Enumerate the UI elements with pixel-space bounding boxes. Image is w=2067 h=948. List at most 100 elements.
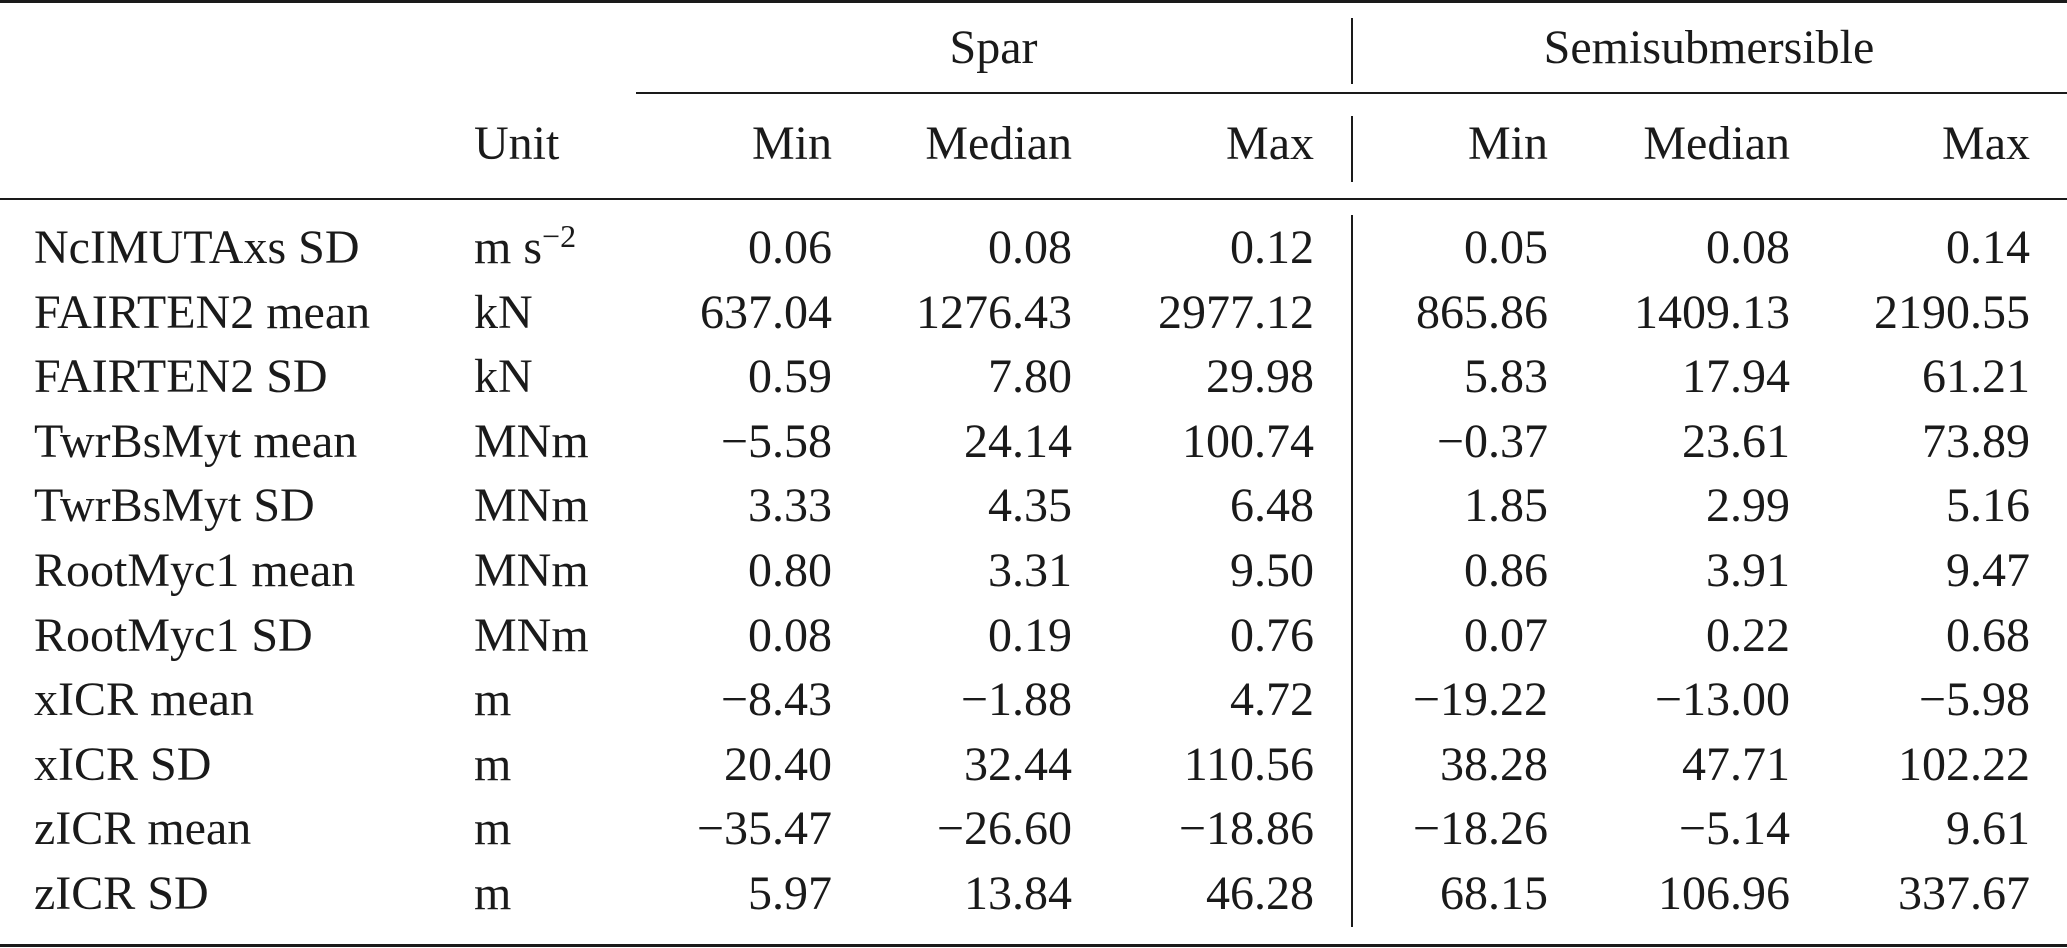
cell-spar-max: 2977.12 xyxy=(1158,286,1314,339)
cell-semisub-median: 0.22 xyxy=(1706,609,1790,662)
unit-text: MNm xyxy=(474,544,589,597)
row-unit: m xyxy=(474,799,624,859)
cell-semisub-min: −18.26 xyxy=(1412,802,1548,855)
cell-semisub-max: −5.98 xyxy=(1918,673,2030,726)
col-header-semisub-median: Median xyxy=(1643,117,1790,170)
cell-spar-median: −26.60 xyxy=(936,802,1072,855)
cell-semisub-max: 73.89 xyxy=(1922,415,2030,468)
cell-semisub-min: 68.15 xyxy=(1440,867,1548,920)
cell-semisub-min: 38.28 xyxy=(1440,738,1548,791)
unit-exponent: −2 xyxy=(542,218,577,254)
row-label: xICR mean xyxy=(34,673,254,726)
cell-spar-max: −18.86 xyxy=(1178,802,1314,855)
header-rule xyxy=(0,198,2067,200)
cell-semisub-max: 9.61 xyxy=(1946,802,2030,855)
cell-semisub-min: 5.83 xyxy=(1464,350,1548,403)
cell-spar-max: 100.74 xyxy=(1182,415,1314,468)
unit-text: m xyxy=(474,673,512,726)
col-header-spar-median: Median xyxy=(925,117,1072,170)
unit-text: kN xyxy=(474,286,533,339)
group-separator-top xyxy=(1351,18,1353,84)
row-unit: kN xyxy=(474,283,624,343)
top-rule xyxy=(0,0,2067,3)
cell-spar-min: 20.40 xyxy=(724,738,832,791)
unit-text: m xyxy=(474,738,512,791)
cell-spar-min: −8.43 xyxy=(720,673,832,726)
cell-semisub-median: 17.94 xyxy=(1682,350,1790,403)
cell-semisub-min: 1.85 xyxy=(1464,479,1548,532)
cell-semisub-max: 0.14 xyxy=(1946,221,2030,274)
row-label: TwrBsMyt SD xyxy=(34,479,315,532)
cell-spar-max: 4.72 xyxy=(1230,673,1314,726)
cell-spar-min: 5.97 xyxy=(748,867,832,920)
cell-semisub-median: 2.99 xyxy=(1706,479,1790,532)
cell-spar-median: 7.80 xyxy=(988,350,1072,403)
col-header-semisub-min: Min xyxy=(1467,117,1548,170)
cell-spar-min: 637.04 xyxy=(700,286,832,339)
row-unit: MNm xyxy=(474,541,624,601)
row-unit: MNm xyxy=(474,476,624,536)
cell-spar-max: 6.48 xyxy=(1230,479,1314,532)
unit-text: m s xyxy=(474,221,543,274)
cell-spar-median: 32.44 xyxy=(964,738,1072,791)
row-unit: kN xyxy=(474,347,624,407)
unit-text: MNm xyxy=(474,415,589,468)
group-separator-body xyxy=(1351,215,1353,927)
cell-semisub-max: 0.68 xyxy=(1946,609,2030,662)
group-header-semisubmersible: Semisubmersible xyxy=(1543,21,1875,74)
row-label: RootMyc1 mean xyxy=(34,544,356,597)
col-header-spar-max: Max xyxy=(1226,117,1314,170)
row-label: FAIRTEN2 SD xyxy=(34,350,328,403)
cell-semisub-min: 0.07 xyxy=(1464,609,1548,662)
cell-semisub-median: 47.71 xyxy=(1682,738,1790,791)
group-separator-sub xyxy=(1351,116,1353,182)
cell-semisub-min: 0.86 xyxy=(1464,544,1548,597)
row-label: zICR SD xyxy=(34,867,209,920)
row-unit: m xyxy=(474,670,624,730)
bottom-rule xyxy=(0,944,2067,947)
row-label: xICR SD xyxy=(34,738,212,791)
semisub-cmidrule xyxy=(1351,92,2067,94)
unit-text: MNm xyxy=(474,479,589,532)
cell-semisub-median: 106.96 xyxy=(1658,867,1790,920)
spar-cmidrule xyxy=(636,92,1351,94)
cell-spar-median: 0.08 xyxy=(988,221,1072,274)
cell-spar-median: 13.84 xyxy=(964,867,1072,920)
row-unit: m s−2 xyxy=(474,218,624,278)
row-label: TwrBsMyt mean xyxy=(34,415,358,468)
cell-semisub-max: 9.47 xyxy=(1946,544,2030,597)
row-label: zICR mean xyxy=(34,802,252,855)
col-header-spar-min: Min xyxy=(751,117,832,170)
unit-text: kN xyxy=(474,350,533,403)
unit-text: m xyxy=(474,867,512,920)
row-unit: MNm xyxy=(474,412,624,472)
row-label: RootMyc1 SD xyxy=(34,609,313,662)
cell-semisub-min: −0.37 xyxy=(1436,415,1548,468)
cell-semisub-max: 2190.55 xyxy=(1874,286,2030,339)
row-label: FAIRTEN2 mean xyxy=(34,286,371,339)
cell-spar-min: 3.33 xyxy=(748,479,832,532)
unit-text: MNm xyxy=(474,609,589,662)
cell-spar-median: 4.35 xyxy=(988,479,1072,532)
cell-spar-max: 29.98 xyxy=(1206,350,1314,403)
cell-spar-max: 110.56 xyxy=(1183,738,1314,791)
cell-semisub-median: −13.00 xyxy=(1654,673,1790,726)
cell-semisub-max: 5.16 xyxy=(1946,479,2030,532)
cell-semisub-median: −5.14 xyxy=(1678,802,1790,855)
cell-spar-max: 46.28 xyxy=(1206,867,1314,920)
col-header-semisub-max: Max xyxy=(1942,117,2030,170)
cell-spar-min: 0.08 xyxy=(748,609,832,662)
group-header-spar: Spar xyxy=(949,21,1038,74)
cell-spar-median: −1.88 xyxy=(960,673,1072,726)
cell-spar-min: 0.59 xyxy=(748,350,832,403)
cell-spar-min: −5.58 xyxy=(720,415,832,468)
cell-semisub-median: 23.61 xyxy=(1682,415,1790,468)
row-unit: MNm xyxy=(474,606,624,666)
cell-spar-min: 0.80 xyxy=(748,544,832,597)
cell-spar-median: 24.14 xyxy=(964,415,1072,468)
cell-semisub-max: 337.67 xyxy=(1898,867,2030,920)
cell-semisub-median: 0.08 xyxy=(1706,221,1790,274)
unit-text: m xyxy=(474,802,512,855)
cell-semisub-min: 0.05 xyxy=(1464,221,1548,274)
cell-spar-median: 3.31 xyxy=(988,544,1072,597)
